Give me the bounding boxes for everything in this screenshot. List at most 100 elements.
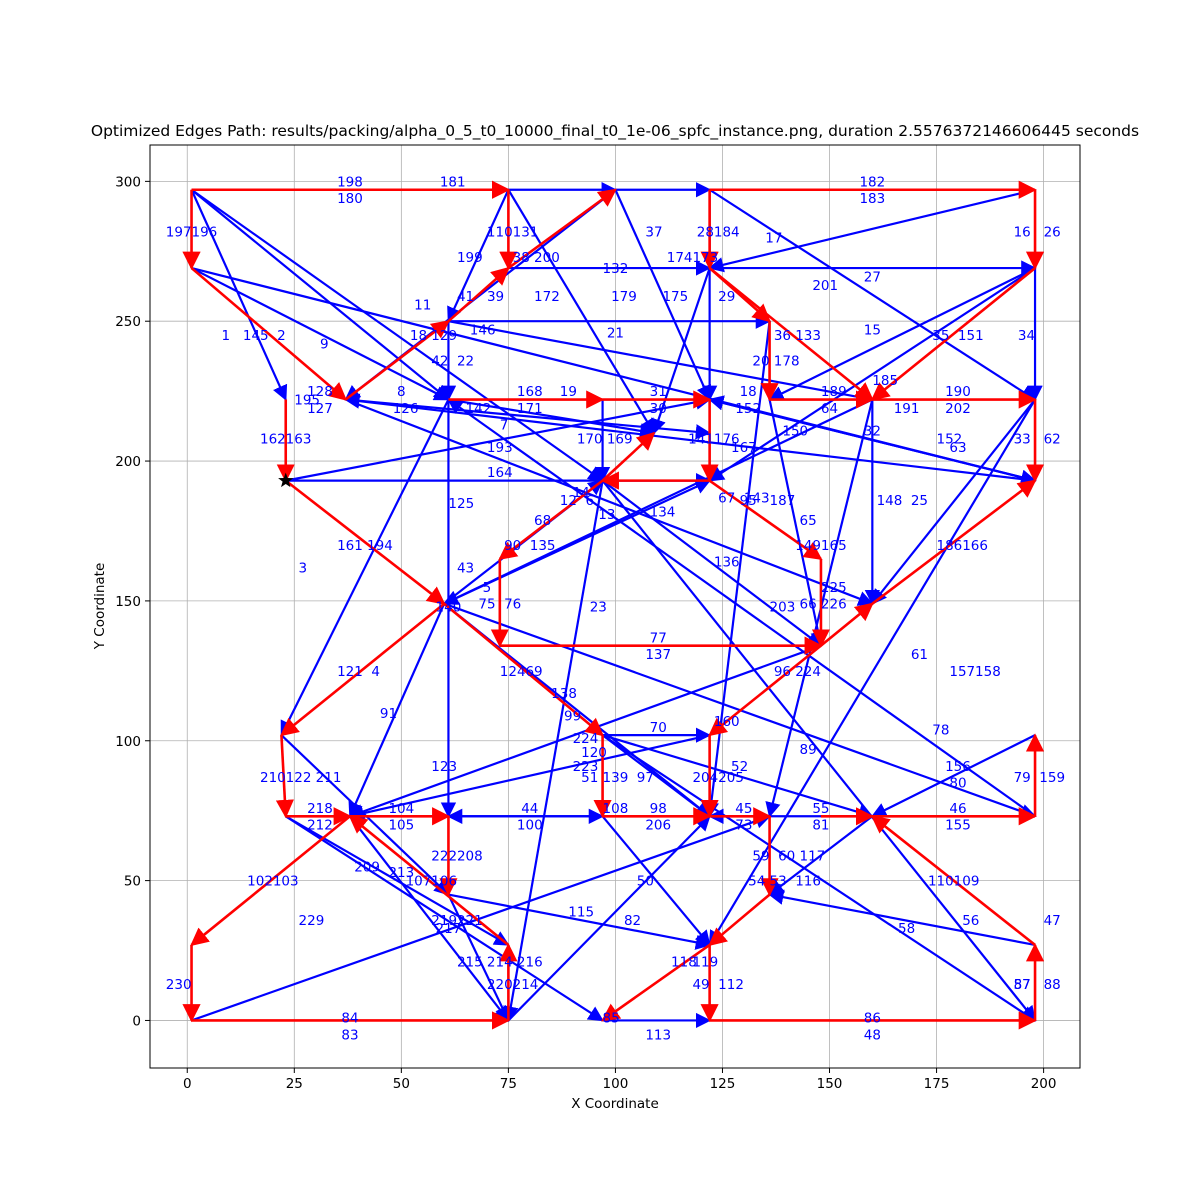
edge-label: 143 <box>744 490 770 506</box>
blue-edge <box>503 480 604 1022</box>
edge-label: 89 <box>800 742 817 758</box>
edge-label: 184 <box>714 225 740 241</box>
edge-label: 6 <box>585 493 594 509</box>
edge-label: 36 <box>774 328 791 344</box>
edge-label: 189 <box>821 384 847 400</box>
edge-label: 63 <box>949 440 966 456</box>
edge-label: 110 <box>928 874 954 890</box>
edge-label: 213 <box>388 865 414 881</box>
edge-label: 203 <box>770 600 796 616</box>
edge-label: 160 <box>714 714 740 730</box>
y-tick-label: 250 <box>115 314 141 330</box>
edge-label: 185 <box>872 373 898 389</box>
blue-edge <box>285 394 712 482</box>
edge-label: 18 <box>740 384 757 400</box>
edge-label: 113 <box>645 1027 671 1043</box>
edge-label: 87 <box>1014 977 1031 993</box>
edge-label: 29 <box>718 289 735 305</box>
edge-label: 9 <box>320 337 329 353</box>
edge-label: 20 <box>752 353 769 369</box>
x-tick-label: 175 <box>924 1076 950 1092</box>
edge-label: 50 <box>637 874 654 890</box>
y-tick-label: 100 <box>115 734 141 750</box>
edge-label: 106 <box>431 874 457 890</box>
edge-label: 230 <box>166 977 192 993</box>
edge-label: 83 <box>341 1027 358 1043</box>
edge-label: 215 <box>457 955 483 971</box>
edge-label: 168 <box>517 384 543 400</box>
edge-label: 219 <box>431 913 457 929</box>
red-edge <box>275 735 294 819</box>
edge-label: 90 <box>504 538 521 554</box>
edge-label: 201 <box>812 278 838 294</box>
edge-label: 131 <box>513 225 539 241</box>
edge-label: 88 <box>1044 977 1061 993</box>
edge-label: 110 <box>487 225 513 241</box>
edge-label: 217 <box>436 921 462 937</box>
edge-label: 152 <box>937 432 963 448</box>
edge-label: 214 <box>513 977 539 993</box>
edge-label: 65 <box>800 513 817 529</box>
edge-label: 190 <box>945 384 971 400</box>
edge-label: 224 <box>795 664 821 680</box>
edge-label: 97 <box>637 770 654 786</box>
blue-edge <box>708 395 1036 482</box>
edge-label: 58 <box>898 921 915 937</box>
edge-label: 7 <box>500 418 509 434</box>
edge-label: 69 <box>525 664 542 680</box>
edge-label: 214 <box>487 955 513 971</box>
edge-label: 195 <box>294 393 320 409</box>
red-edge <box>348 815 510 946</box>
edge-label: 81 <box>812 818 829 834</box>
red-edge <box>871 479 1037 605</box>
edge-label: 14 <box>573 485 590 501</box>
blue-edge <box>708 188 1036 273</box>
blue-edge <box>447 189 510 323</box>
blue-edge <box>614 189 711 401</box>
red-edge <box>601 431 656 482</box>
blue-edge <box>448 320 874 405</box>
blue-edge <box>871 398 1036 605</box>
edge-label: 100 <box>517 818 543 834</box>
edge-label: 51 <box>581 770 598 786</box>
edge-label: 75 <box>478 597 495 613</box>
edge-label: 134 <box>650 504 676 520</box>
edge-label: 115 <box>568 904 594 920</box>
edge-label: 96 <box>774 664 791 680</box>
edge-label: 35 <box>932 328 949 344</box>
y-tick-label: 150 <box>115 594 141 610</box>
edge-label: 171 <box>517 401 543 417</box>
edge-label: 78 <box>932 723 949 739</box>
edge-label: 149 <box>795 538 821 554</box>
edge-label: 200 <box>534 250 560 266</box>
blue-edge <box>709 188 1037 401</box>
edge-label: 205 <box>718 770 744 786</box>
x-tick-label: 150 <box>817 1076 843 1092</box>
edge-label: 86 <box>864 1011 881 1027</box>
y-tick-label: 200 <box>115 454 141 470</box>
red-edge <box>708 644 822 737</box>
edge-label: 37 <box>645 225 662 241</box>
edge-label: 175 <box>662 289 688 305</box>
edge-label: 56 <box>962 913 979 929</box>
y-tick-label: 0 <box>132 1013 141 1029</box>
edge-label: 225 <box>821 580 847 596</box>
blue-edge <box>601 815 711 947</box>
edge-label: 91 <box>380 706 397 722</box>
edge-label: 45 <box>735 801 752 817</box>
edge-label: 73 <box>735 818 752 834</box>
edge-label: 126 <box>393 401 419 417</box>
edge-label: 4 <box>371 664 380 680</box>
edge-label: 64 <box>821 401 838 417</box>
blue-edge <box>447 398 1036 818</box>
blue-edge <box>190 189 288 401</box>
x-tick-label: 50 <box>393 1076 410 1092</box>
edge-label: 186 <box>937 538 963 554</box>
red-edge <box>284 479 446 605</box>
edge-label: 16 <box>1014 225 1031 241</box>
edge-label: 41 <box>457 289 474 305</box>
edge-label: 226 <box>821 597 847 613</box>
edge-label: 48 <box>864 1027 881 1043</box>
